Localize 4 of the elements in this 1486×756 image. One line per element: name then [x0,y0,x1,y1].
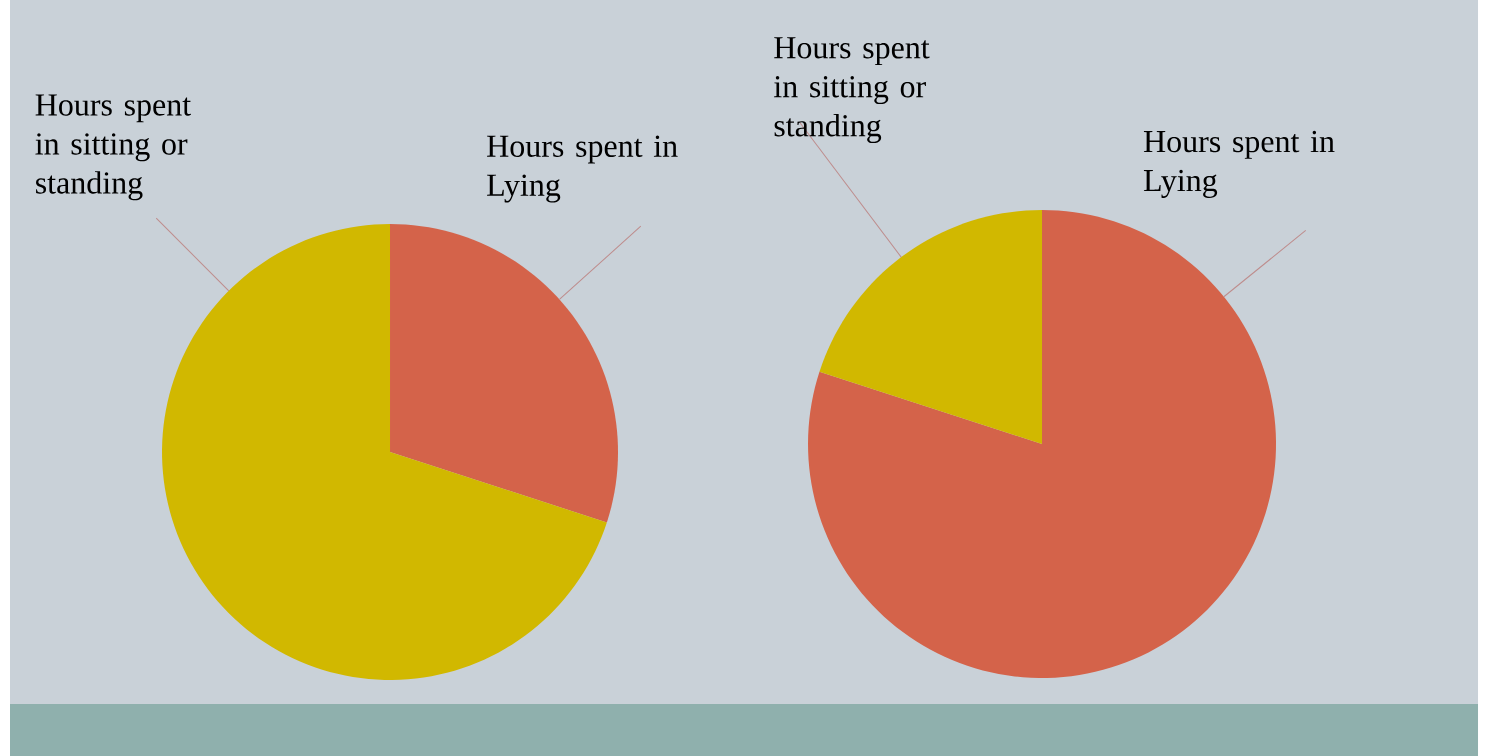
slice-label: Hours spent in sitting or standing [35,94,191,201]
slice-label: Hours spent in Lying [1143,130,1335,198]
slice-label: Hours spent in sitting or standing [773,37,930,144]
slice-label: Hours spent in Lying [487,135,678,203]
